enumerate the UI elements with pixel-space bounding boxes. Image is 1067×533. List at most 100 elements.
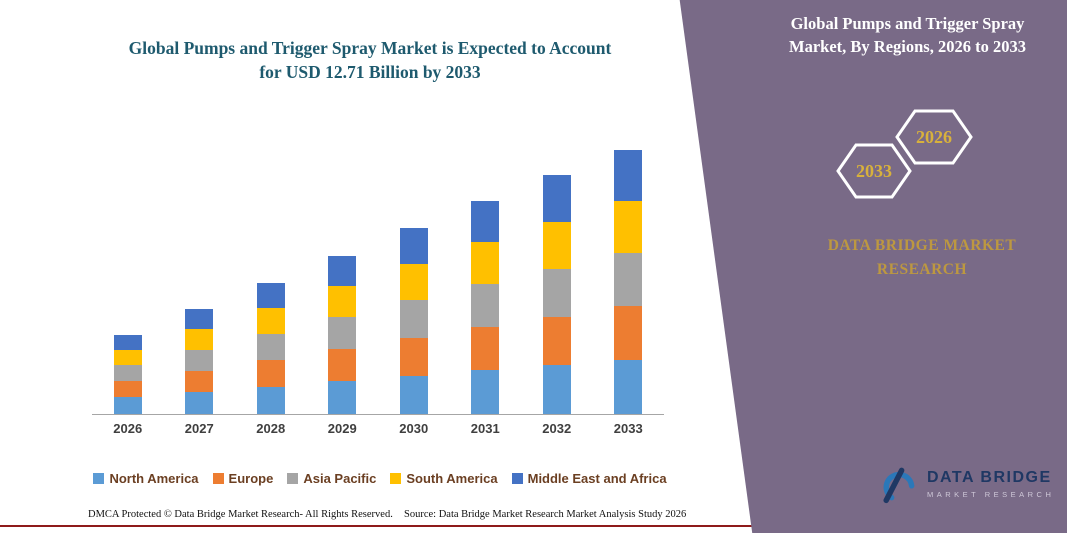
- panel-heading-line1: Global Pumps and Trigger Spray: [790, 14, 1025, 33]
- bar-segment-north-america: [399, 375, 428, 414]
- stacked-bar-2033: [614, 149, 643, 414]
- logo-mark-icon: [883, 467, 915, 504]
- dmca-notice: DMCA Protected © Data Bridge Market Rese…: [88, 509, 393, 520]
- bar-segment-middle-east-and-africa: [399, 227, 428, 264]
- x-tick-label: 2027: [184, 421, 214, 436]
- legend-swatch: [390, 473, 402, 484]
- company-logo: DATA BRIDGE MARKET RESEARCH: [878, 464, 1054, 504]
- bar-slot-2031: [450, 140, 522, 414]
- bar-segment-asia-pacific: [399, 300, 428, 338]
- stacked-bar-2028: [256, 283, 285, 414]
- bar-segment-europe: [614, 306, 643, 360]
- bar-segment-europe: [256, 360, 285, 387]
- bar-segment-middle-east-and-africa: [614, 149, 643, 201]
- chart-title-line2: for USD 12.71 Billion by 2033: [259, 62, 481, 82]
- bar-segment-south-america: [328, 286, 357, 318]
- x-tick-label: 2032: [542, 421, 572, 436]
- x-tick-label: 2029: [327, 421, 357, 436]
- bar-segment-south-america: [256, 308, 285, 335]
- x-tick-label: 2033: [613, 421, 643, 436]
- bar-segment-asia-pacific: [113, 365, 142, 382]
- x-tick-label: 2026: [113, 421, 143, 436]
- legend-swatch: [93, 473, 105, 484]
- panel-heading: Global Pumps and Trigger Spray Market, B…: [765, 12, 1050, 58]
- chart-title-line1: Global Pumps and Trigger Spray Market is…: [128, 38, 612, 58]
- legend-label: Asia Pacific: [303, 471, 377, 486]
- bar-segment-north-america: [542, 365, 571, 414]
- bar-segment-middle-east-and-africa: [185, 309, 214, 330]
- legend-item: South America: [390, 471, 498, 486]
- bar-segment-asia-pacific: [471, 284, 500, 328]
- bar-slot-2027: [164, 140, 236, 414]
- bar-segment-south-america: [471, 242, 500, 285]
- bar-slot-2026: [92, 140, 164, 414]
- bar-segment-europe: [185, 370, 214, 393]
- bar-segment-middle-east-and-africa: [328, 255, 357, 287]
- bar-slot-2030: [378, 140, 450, 414]
- bar-segment-north-america: [185, 392, 214, 414]
- bar-segment-middle-east-and-africa: [471, 201, 500, 243]
- stacked-bar-2031: [471, 201, 500, 414]
- bar-segment-south-america: [542, 221, 571, 269]
- legend-label: North America: [109, 471, 199, 486]
- stacked-bar-2026: [113, 335, 142, 414]
- logo-name: DATA BRIDGE: [927, 469, 1052, 486]
- hexagon-2033: [836, 143, 912, 199]
- stacked-bar-2030: [399, 227, 428, 414]
- bar-segment-asia-pacific: [542, 268, 571, 317]
- bar-segment-europe: [471, 327, 500, 371]
- chart-legend: North America Europe Asia Pacific South Ame…: [70, 471, 690, 486]
- bar-segment-north-america: [614, 359, 643, 414]
- bar-segment-europe: [399, 337, 428, 376]
- bar-segment-europe: [542, 316, 571, 366]
- brand-line1: DATA BRIDGE MARKET: [827, 237, 1017, 254]
- legend-item: Middle East and Africa: [511, 471, 667, 486]
- stacked-bar-2027: [185, 309, 214, 414]
- logo-subtitle: MARKET RESEARCH: [927, 490, 1055, 499]
- bar-segment-north-america: [113, 397, 142, 414]
- brand-wordmark: DATA BRIDGE MARKET RESEARCH: [792, 234, 1052, 282]
- bar-segment-asia-pacific: [614, 253, 643, 307]
- bar-segment-middle-east-and-africa: [113, 335, 142, 351]
- bar-segment-europe: [328, 348, 357, 382]
- bar-segment-north-america: [256, 387, 285, 414]
- x-axis-labels: 2026 2027 2028 2029 2030 2031 2032 2033: [92, 421, 664, 436]
- x-tick-label: 2031: [470, 421, 500, 436]
- bar-segment-middle-east-and-africa: [256, 283, 285, 309]
- legend-item: Europe: [212, 471, 274, 486]
- bar-segment-south-america: [113, 350, 142, 366]
- legend-item: North America: [93, 471, 199, 486]
- hexagon-2026: [895, 109, 973, 165]
- legend-swatch: [212, 473, 224, 484]
- bar-segment-north-america: [328, 381, 357, 414]
- logo-stem: [883, 467, 905, 504]
- x-tick-label: 2028: [256, 421, 286, 436]
- bar-slot-2029: [307, 140, 379, 414]
- footer-divider: [0, 525, 1067, 527]
- chart-title: Global Pumps and Trigger Spray Market is…: [105, 36, 635, 84]
- bar-segment-asia-pacific: [328, 317, 357, 349]
- bar-segment-south-america: [399, 263, 428, 301]
- bar-slot-2032: [521, 140, 593, 414]
- panel-heading-line2: Market, By Regions, 2026 to 2033: [789, 37, 1026, 56]
- legend-swatch: [287, 473, 299, 484]
- bar-segment-europe: [113, 381, 142, 398]
- source-note: Source: Data Bridge Market Research Mark…: [404, 509, 687, 520]
- hexagon-year-2033: 2033: [856, 161, 892, 181]
- bar-segment-south-america: [185, 329, 214, 350]
- x-tick-label: 2030: [399, 421, 429, 436]
- legend-swatch: [511, 473, 523, 484]
- bar-segment-middle-east-and-africa: [542, 175, 571, 222]
- bar-segment-south-america: [614, 200, 643, 254]
- bar-segment-north-america: [471, 370, 500, 414]
- legend-label: South America: [406, 471, 498, 486]
- stacked-bar-2029: [328, 255, 357, 414]
- bar-slot-2028: [235, 140, 307, 414]
- legend-label: Middle East and Africa: [527, 471, 667, 486]
- legend-label: Europe: [228, 471, 274, 486]
- hexagon-year-2026: 2026: [916, 127, 952, 147]
- stacked-bar-2032: [542, 175, 571, 414]
- year-hexagons: 2033 2026: [836, 109, 973, 199]
